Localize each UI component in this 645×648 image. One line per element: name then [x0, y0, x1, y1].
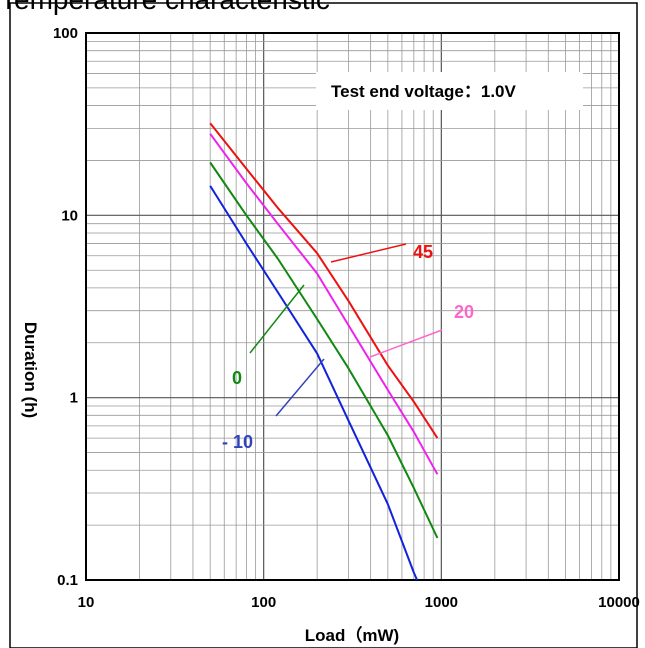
x-tick-label: 1000 — [425, 594, 458, 611]
series-line-10-neg — [209, 185, 419, 581]
series-label-minus-10-text: - 10 — [222, 432, 253, 452]
chart-border — [9, 2, 638, 648]
series-line-20 — [209, 133, 439, 475]
series-label-45: 45 — [330, 242, 433, 263]
series-leader-45 — [330, 243, 407, 263]
series-label-0-text: 0 — [232, 368, 242, 388]
annotation-background — [316, 72, 583, 110]
x-axis-title: Load（mW) — [305, 625, 399, 645]
series-leader-minus-10 — [275, 358, 325, 417]
grid — [85, 33, 619, 581]
series-line-45 — [209, 122, 439, 439]
plot-area — [85, 32, 620, 581]
y-tick-label: 1 — [70, 390, 78, 407]
series-label-20: 20 — [369, 302, 474, 358]
series-leader-0 — [249, 284, 305, 354]
tick-layer: 10 100 1000 10000 0.1 1 10 100 — [53, 25, 640, 611]
y-tick-label: 0.1 — [57, 572, 78, 589]
y-tick-label: 100 — [53, 25, 78, 42]
x-tick-label: 10 — [78, 594, 95, 611]
series-leader-20 — [369, 329, 443, 358]
y-axis-title: Duration (h) — [21, 322, 40, 418]
series-label-0: 0 — [232, 284, 305, 388]
x-tick-label: 100 — [251, 594, 276, 611]
y-tick-label: 10 — [61, 207, 78, 224]
series-label-45-text: 45 — [413, 242, 433, 262]
series-layer — [209, 122, 439, 581]
series-label-minus-10: - 10 — [222, 358, 325, 452]
series-line-0 — [209, 161, 439, 539]
annotation-box: Test end voltage：1.0V — [316, 72, 583, 110]
x-tick-label: 10000 — [598, 594, 640, 611]
series-label-20-text: 20 — [454, 302, 474, 322]
annotation-text: Test end voltage：1.0V — [331, 82, 517, 101]
